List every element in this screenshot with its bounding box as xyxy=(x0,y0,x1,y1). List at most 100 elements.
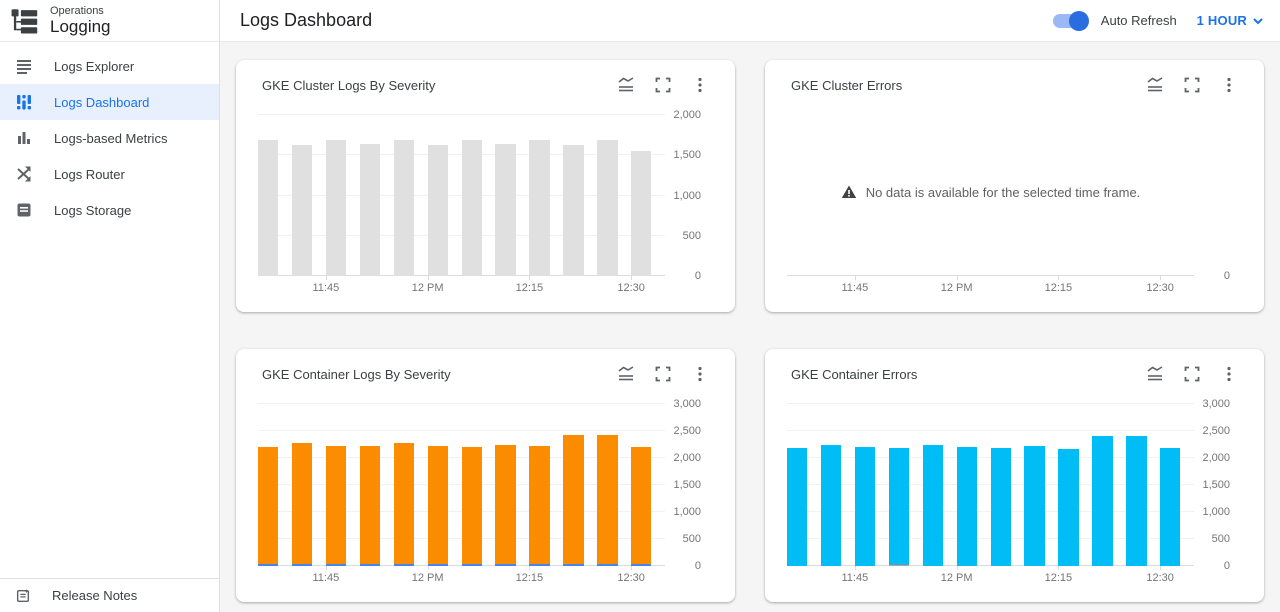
chart-title: GKE Container Errors xyxy=(791,366,918,382)
product-logo[interactable]: Operations Logging xyxy=(0,0,219,42)
sidebar: Operations Logging Logs Explorer xyxy=(0,0,220,612)
chart-x-axis-labels: 11:45 12 PM 12:15 12:30 xyxy=(312,572,645,584)
bar-segment xyxy=(787,447,808,566)
bar-chart-icon xyxy=(18,132,30,144)
bar-segment xyxy=(597,563,618,566)
logo-text: Operations Logging xyxy=(50,5,111,36)
bar-segment xyxy=(427,145,448,276)
chart-toolbar xyxy=(617,365,709,383)
bar-segment xyxy=(461,139,482,276)
sidebar-item-release-notes[interactable]: Release Notes xyxy=(0,578,219,612)
sidebar-item-label: Logs Explorer xyxy=(54,58,135,74)
chart-y-axis-labels: 0 500 1,000 1,500 2,000 xyxy=(673,109,701,282)
chart-plot: 0 11:45 12 PM 12:15 12:30 No data is availa… xyxy=(787,115,1230,294)
line-chart-toggle-icon[interactable] xyxy=(617,365,635,383)
sidebar-item-logs-dashboard[interactable]: Logs Dashboard xyxy=(0,84,219,120)
sidebar-item-logs-based-metrics[interactable]: Logs-based Metrics xyxy=(0,120,219,156)
kebab-menu-icon[interactable] xyxy=(1220,365,1238,383)
no-data-message: No data is available for the selected ti… xyxy=(787,184,1194,200)
chart-x-axis-labels: 11:45 12 PM 12:15 12:30 xyxy=(312,282,645,294)
bar-segment xyxy=(888,448,910,565)
line-chart-toggle-icon[interactable] xyxy=(617,76,635,94)
chart-card-gke-container-logs: GKE Container Logs By Severity xyxy=(236,349,735,602)
sidebar-item-logs-router[interactable]: Logs Router xyxy=(0,156,219,192)
bar-segment xyxy=(427,446,448,564)
sidebar-item-logs-storage[interactable]: Logs Storage xyxy=(0,192,219,228)
kebab-menu-icon[interactable] xyxy=(1220,76,1238,94)
bar-segment xyxy=(529,139,550,276)
bar-segment xyxy=(393,443,414,564)
bar-segment xyxy=(631,150,652,276)
header-controls: Auto Refresh 1 HOUR xyxy=(1052,10,1266,31)
auto-refresh-toggle[interactable] xyxy=(1052,10,1089,31)
bar-segment xyxy=(427,563,448,566)
chart-plot: 0 500 1,000 1,500 2,000 2,500 3,000 11:45 12 PM… xyxy=(787,398,1230,584)
kebab-menu-icon[interactable] xyxy=(691,76,709,94)
kebab-menu-icon[interactable] xyxy=(691,365,709,383)
bar-segment xyxy=(258,139,279,276)
bar-segment xyxy=(922,445,943,566)
fullscreen-icon[interactable] xyxy=(654,365,672,383)
bar-segment xyxy=(888,564,910,566)
dashboard-grid: GKE Cluster Logs By Severity xyxy=(220,42,1280,612)
chart-toolbar xyxy=(617,76,709,94)
bar-segment xyxy=(563,563,584,566)
sidebar-nav: Logs Explorer Logs Dashboard xyxy=(0,42,219,228)
page-header: Logs Dashboard Auto Refresh 1 HOUR xyxy=(220,0,1280,42)
chart-plot: 0 500 1,000 1,500 2,000 11:45 12 PM 12:15 12:30 xyxy=(258,109,701,294)
chart-card-header: GKE Container Errors xyxy=(765,349,1264,393)
bar-segment xyxy=(359,445,381,564)
bar-segment xyxy=(359,563,381,566)
chart-card-header: GKE Cluster Errors xyxy=(765,60,1264,104)
shuffle-icon xyxy=(17,166,31,182)
bar-segment xyxy=(495,143,516,276)
bar-segment xyxy=(325,139,347,276)
chart-y-axis-labels: 0 500 1,000 1,500 2,000 2,500 3,000 xyxy=(673,398,701,572)
time-range-dropdown[interactable]: 1 HOUR xyxy=(1197,13,1266,29)
no-data-text: No data is available for the selected ti… xyxy=(865,184,1141,200)
bar-segment xyxy=(495,444,516,564)
toggle-thumb xyxy=(1068,10,1089,31)
sidebar-item-logs-explorer[interactable]: Logs Explorer xyxy=(0,48,219,84)
bar-segment xyxy=(597,139,618,276)
line-chart-toggle-icon[interactable] xyxy=(1146,76,1164,94)
bar-segment xyxy=(1126,436,1147,566)
chart-plot: 0 500 1,000 1,500 2,000 2,500 3,000 11:45 12 PM… xyxy=(258,398,701,584)
chart-card-gke-cluster-logs: GKE Cluster Logs By Severity xyxy=(236,60,735,312)
dashboard-bars-icon xyxy=(17,95,31,110)
bar-segment xyxy=(1160,448,1181,566)
bar-segment xyxy=(529,563,550,566)
bar-segment xyxy=(461,446,482,564)
bar-segment xyxy=(597,434,618,564)
fullscreen-icon[interactable] xyxy=(1183,365,1201,383)
bar-segment xyxy=(258,563,279,566)
sidebar-item-label: Logs Router xyxy=(54,166,125,182)
chart-toolbar xyxy=(1146,365,1238,383)
logo-app-name: Logging xyxy=(50,17,111,36)
bar-segment xyxy=(325,563,347,566)
bar-segment xyxy=(563,145,584,276)
bar-segment xyxy=(563,434,584,564)
time-range-value: 1 HOUR xyxy=(1196,13,1247,28)
release-notes-label: Release Notes xyxy=(52,588,138,603)
chart-card-gke-cluster-errors: GKE Cluster Errors xyxy=(765,60,1264,312)
chart-y-axis-labels: 0 500 1,000 1,500 2,000 2,500 3,000 xyxy=(1202,398,1230,572)
bar-segment xyxy=(1058,448,1079,566)
bar-segment xyxy=(325,445,347,564)
line-chart-toggle-icon[interactable] xyxy=(1146,365,1164,383)
logo-product-name: Operations xyxy=(50,5,104,17)
bar-segment xyxy=(258,446,279,564)
bar-segment xyxy=(495,563,516,566)
fullscreen-icon[interactable] xyxy=(1183,76,1201,94)
chart-x-axis-labels: 11:45 12 PM 12:15 12:30 xyxy=(841,572,1174,584)
fullscreen-icon[interactable] xyxy=(654,76,672,94)
text-lines-icon xyxy=(17,60,31,74)
bar-segment xyxy=(956,447,977,566)
bar-segment xyxy=(291,563,313,566)
bar-segment xyxy=(990,448,1011,566)
warning-triangle-icon xyxy=(841,185,856,199)
bar-segment xyxy=(1092,436,1113,566)
bar-segment xyxy=(820,445,842,566)
chart-bars xyxy=(258,115,665,276)
